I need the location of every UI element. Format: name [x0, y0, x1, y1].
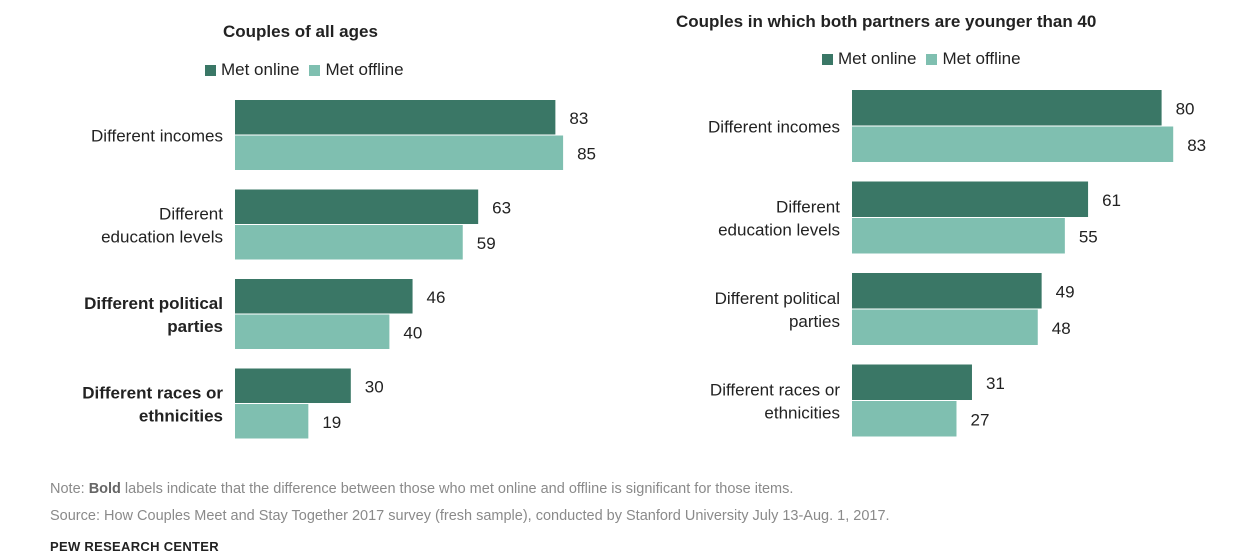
legend-swatch-offline: [309, 64, 321, 76]
data-label: 27: [970, 410, 989, 429]
data-label: 40: [403, 323, 422, 342]
source-note: Source: How Couples Meet and Stay Togeth…: [50, 508, 890, 524]
category-label: Different political parties: [715, 289, 840, 331]
bar-met-offline: [852, 218, 1065, 254]
category-label-line: Different political: [84, 294, 223, 313]
legend-item-offline: Met offline: [309, 60, 404, 80]
data-label: 85: [577, 144, 596, 163]
brand-label: PEW RESEARCH CENTER: [50, 539, 219, 554]
chart-panel-all-ages: Couples of all ages Met online Met offli…: [0, 0, 640, 460]
category-label: Different political parties: [84, 294, 223, 336]
legend-item-offline: Met offline: [926, 49, 1021, 69]
category-label-line: Different: [776, 198, 840, 217]
legend-item-online: Met online: [822, 49, 916, 69]
bar-met-offline: [235, 314, 390, 349]
chart-legend: Met online Met offline: [822, 49, 1031, 69]
data-label: 83: [1187, 136, 1206, 155]
data-label: 48: [1052, 319, 1071, 338]
bar-chart-all-ages: Different incomes 83 85 Different education …: [82, 100, 596, 439]
data-label: 80: [1176, 99, 1195, 118]
category-label-line: education levels: [718, 221, 840, 240]
category-label-line: education levels: [101, 228, 223, 247]
legend-label-offline: Met offline: [942, 49, 1021, 68]
category-label: Different education levels: [718, 198, 840, 240]
category-label-line: Different incomes: [708, 118, 840, 137]
bar-chart-under-40: Different incomes 80 83 Different education …: [708, 90, 1206, 437]
chart-title: Couples of all ages: [223, 22, 378, 41]
note-prefix: Note:: [50, 481, 89, 497]
legend-label-offline: Met offline: [325, 60, 404, 79]
legend-item-online: Met online: [205, 60, 299, 80]
note-bold-word: Bold: [88, 481, 121, 497]
data-label: 61: [1102, 191, 1121, 210]
bar-met-online: [235, 189, 479, 224]
chart-legend: Met online Met offline: [205, 60, 414, 80]
category-label: Different incomes: [91, 127, 223, 146]
category-label-line: ethnicities: [764, 404, 840, 423]
bar-met-offline: [852, 309, 1038, 345]
chart-title: Couples in which both partners are young…: [676, 12, 1097, 31]
data-label: 83: [569, 109, 588, 128]
bar-met-offline: [235, 135, 564, 170]
category-label-line: parties: [167, 317, 223, 336]
data-label: 55: [1079, 227, 1098, 246]
legend-label-online: Met online: [838, 49, 917, 68]
category-label-line: Different incomes: [91, 127, 223, 146]
bar-met-offline: [852, 401, 957, 437]
category-label: Different incomes: [708, 118, 840, 137]
category-label-line: parties: [789, 312, 840, 331]
data-label: 63: [492, 198, 511, 217]
legend-swatch-online: [205, 64, 216, 76]
data-label: 49: [1056, 282, 1075, 301]
data-label: 31: [986, 374, 1005, 393]
data-label: 30: [365, 377, 384, 396]
bar-met-online: [852, 273, 1042, 309]
category-label-line: Different: [159, 205, 223, 224]
bar-met-online: [235, 368, 351, 403]
bar-met-online: [852, 364, 972, 400]
note-rest: labels indicate that the difference betw…: [120, 481, 794, 497]
category-label-line: ethnicities: [139, 407, 223, 426]
footnote: Note: Bold labels indicate that the diff…: [50, 481, 793, 497]
legend-label-online: Met online: [221, 60, 300, 79]
bar-met-offline: [235, 404, 309, 439]
bar-met-online: [235, 279, 413, 314]
data-label: 59: [477, 234, 496, 253]
bar-met-online: [852, 90, 1162, 126]
category-label-line: Different political: [715, 289, 840, 308]
legend-swatch-online: [822, 53, 833, 65]
category-label-line: Different races or: [82, 384, 223, 403]
bar-met-online: [235, 100, 556, 135]
category-label: Different education levels: [101, 205, 223, 247]
data-label: 19: [322, 413, 341, 432]
bar-met-offline: [852, 126, 1174, 162]
bar-met-online: [852, 181, 1089, 217]
bar-met-offline: [235, 225, 463, 260]
chart-panel-under-40: Couples in which both partners are young…: [640, 0, 1258, 460]
legend-swatch-offline: [926, 53, 938, 65]
category-label: Different races or ethnicities: [710, 381, 840, 423]
category-label-line: Different races or: [710, 381, 840, 400]
category-label: Different races or ethnicities: [82, 384, 223, 426]
data-label: 46: [427, 288, 446, 307]
